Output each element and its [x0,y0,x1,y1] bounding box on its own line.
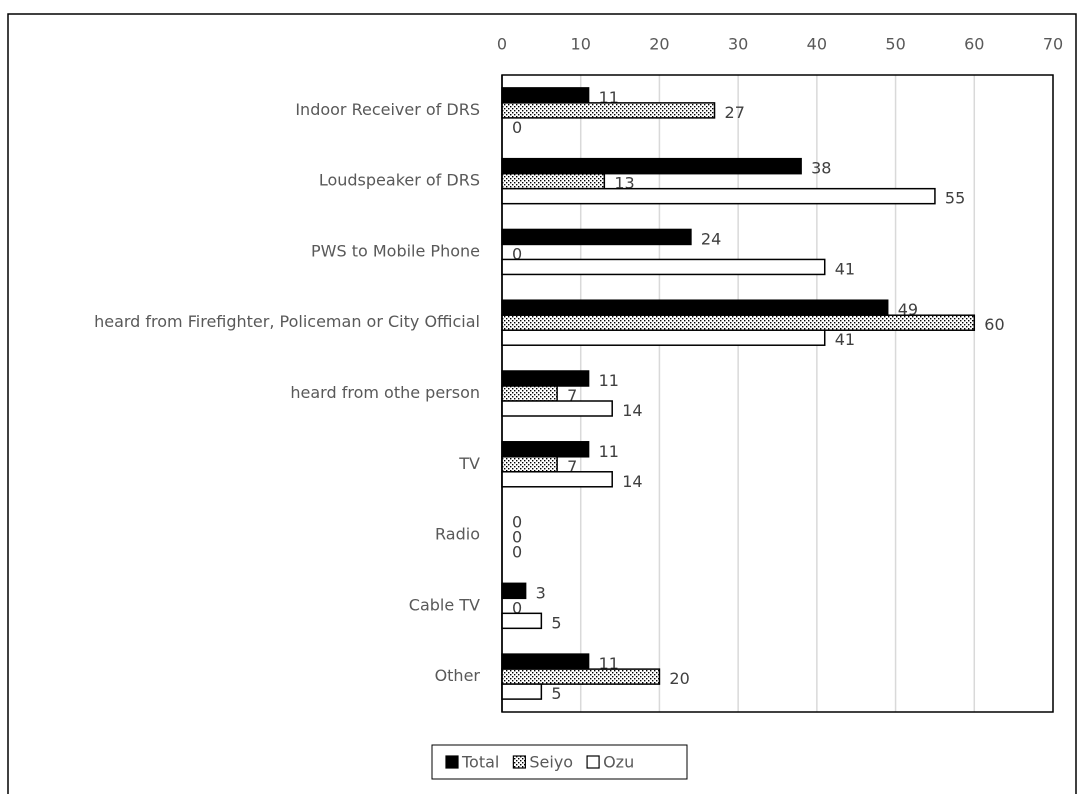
bar [501,653,590,670]
y-tick-label: PWS to Mobile Phone [311,241,480,260]
legend-label: Seiyo [529,753,573,772]
y-tick-label: heard from Firefighter, Policeman or Cit… [94,312,480,331]
x-tick-label: 20 [649,35,669,54]
x-tick-label: 50 [885,35,905,54]
bar [501,102,716,119]
y-tick-label: heard from othe person [290,383,480,402]
data-label: 24 [701,229,721,248]
data-label: 20 [669,669,689,688]
data-label: 0 [512,543,522,562]
bar [501,172,606,190]
x-tick-label: 70 [1043,35,1063,54]
y-tick-label: Indoor Receiver of DRS [295,100,480,119]
bar [501,683,543,700]
bar [501,228,692,246]
legend-swatch [512,755,526,769]
bar [501,456,558,473]
data-label: 27 [725,103,745,122]
bar [501,258,826,276]
y-tick-label: Other [435,666,481,685]
x-tick-label: 0 [497,35,507,54]
x-tick-label: 60 [964,35,984,54]
data-label: 7 [567,457,577,476]
x-tick-label: 10 [571,35,591,54]
legend-box [431,744,688,780]
legend-swatch [586,755,600,769]
legend: Total Seiyo Ozu [431,744,688,780]
y-tick-label: Radio [435,525,480,544]
bar [501,157,802,175]
bar [501,668,661,685]
data-label: 5 [551,684,561,703]
bar [501,612,543,630]
data-label: 55 [945,189,965,208]
y-tick-label: TV [458,454,480,473]
data-label: 11 [599,371,619,390]
x-tick-label: 30 [728,35,748,54]
y-tick-label: Cable TV [409,595,480,614]
legend-label: Ozu [603,753,634,772]
bar [501,187,936,205]
data-label: 5 [551,613,561,632]
data-label: 0 [512,528,522,547]
chart-border [7,13,1077,794]
data-label: 11 [599,442,619,461]
bar [501,370,590,387]
data-label: 7 [567,386,577,405]
data-label: 38 [811,159,831,178]
bar [501,385,558,402]
bar [501,314,976,331]
data-label: 0 [512,244,522,263]
legend-swatch [445,755,459,769]
data-label: 60 [984,315,1004,334]
x-tick-label: 40 [807,35,827,54]
data-label: 14 [622,472,642,491]
data-label: 0 [512,598,522,617]
data-label: 0 [512,118,522,137]
bar [501,400,613,417]
bar [501,471,613,488]
y-tick-label: Loudspeaker of DRS [319,171,480,190]
data-label: 41 [835,330,855,349]
legend-label: Total [461,753,499,772]
bar [501,329,826,346]
bar [501,582,527,600]
data-label: 41 [835,259,855,278]
data-label: 3 [536,583,546,602]
bar [501,87,590,104]
bar [501,441,590,458]
data-label: 14 [622,401,642,420]
data-label: 0 [512,513,522,532]
bar [501,299,889,316]
